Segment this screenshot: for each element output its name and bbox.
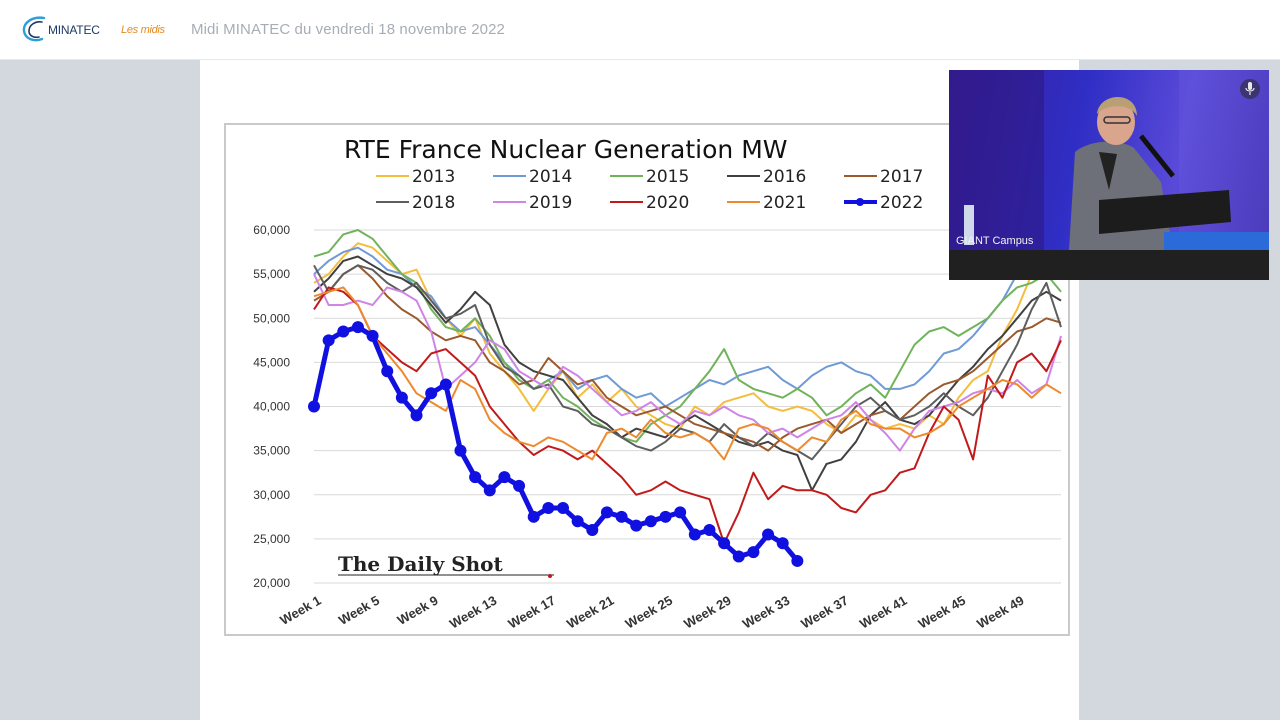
- data-point-2022: [542, 501, 555, 514]
- x-tick-label: Week 49: [974, 593, 1026, 632]
- data-point-2022: [600, 506, 613, 519]
- x-tick-label: Week 21: [564, 593, 616, 632]
- data-point-2022: [322, 334, 335, 347]
- data-point-2022: [557, 501, 569, 514]
- data-point-2022: [762, 528, 775, 541]
- minatec-swoosh-icon: [22, 16, 46, 42]
- x-tick-label: Week 5: [336, 593, 382, 628]
- legend-label-2022: 2022: [880, 193, 923, 213]
- x-tick-label: Week 41: [857, 593, 909, 632]
- data-point-2022: [674, 506, 687, 519]
- chart-frame: RTE France Nuclear Generation MW 2013 201…: [224, 123, 1070, 636]
- data-point-2022: [498, 471, 511, 484]
- data-point-2022: [410, 409, 423, 422]
- chart-grid: [314, 229, 1061, 584]
- legend-label-2020: 2020: [646, 193, 689, 213]
- series-line-2018: [313, 264, 1062, 461]
- legend-label-2015: 2015: [646, 167, 689, 187]
- series-line-2022: [311, 324, 800, 563]
- session-title: Midi MINATEC du vendredi 18 novembre 202…: [191, 21, 505, 38]
- data-point-2022: [351, 321, 364, 334]
- x-axis: Week 1 Week 5 Week 9 Week 13 Week 17 Week 21 W…: [277, 593, 1026, 632]
- y-tick-label: 45,000: [253, 355, 290, 369]
- data-point-2022: [644, 515, 657, 528]
- y-axis: 60,000 55,000 50,000 45,000 40,000 35,000 30,0…: [253, 223, 290, 590]
- data-point-2022: [791, 554, 804, 567]
- x-tick-label: Week 37: [798, 593, 850, 632]
- legend-label-2018: 2018: [412, 193, 455, 213]
- y-tick-label: 35,000: [253, 444, 290, 458]
- chart-legend: 2013 2014 2015 2016 2017 2018 2019 2020 2021 2022: [376, 167, 923, 213]
- data-point-2022: [366, 329, 379, 342]
- data-point-2022: [732, 550, 745, 563]
- video-tile-controls: [949, 250, 1269, 280]
- series-line-2017: [313, 264, 1062, 452]
- x-tick-label: Week 25: [623, 593, 675, 632]
- data-point-2022: [425, 387, 438, 400]
- data-point-2022: [747, 546, 760, 559]
- speaker-video-feed: [949, 70, 1269, 250]
- data-point-2022: [454, 444, 467, 457]
- data-point-2022: [439, 378, 452, 391]
- y-tick-label: 40,000: [253, 400, 290, 414]
- x-tick-label: Week 1: [277, 593, 323, 628]
- minatec-logo: MINATEC Les midis: [22, 14, 172, 46]
- series-line-2019: [313, 273, 1062, 452]
- legend-label-2016: 2016: [763, 167, 806, 187]
- data-point-2022: [337, 325, 350, 338]
- x-tick-label: Week 45: [916, 593, 968, 632]
- y-tick-label: 25,000: [253, 532, 290, 546]
- plot-area: [308, 229, 1062, 567]
- data-point-2022: [381, 365, 394, 378]
- y-tick-label: 55,000: [253, 267, 290, 281]
- data-point-2022: [776, 537, 789, 550]
- nuclear-generation-chart: RTE France Nuclear Generation MW 2013 201…: [253, 135, 1062, 632]
- legend-marker-2022: [856, 198, 864, 206]
- speaker-video-tile[interactable]: GIANT Campus: [949, 70, 1269, 280]
- series-line-2021: [313, 286, 1062, 461]
- x-tick-label: Week 33: [740, 593, 792, 632]
- series-line-2015: [313, 229, 1062, 443]
- legend-label-2021: 2021: [763, 193, 806, 213]
- x-tick-label: Week 13: [447, 593, 499, 632]
- y-tick-label: 50,000: [253, 311, 290, 325]
- series-line-2020: [313, 286, 1062, 545]
- data-point-2022: [483, 484, 496, 497]
- watermark-dot: [548, 574, 552, 578]
- legend-label-2017: 2017: [880, 167, 923, 187]
- y-tick-label: 30,000: [253, 488, 290, 502]
- x-tick-label: Week 9: [395, 593, 441, 628]
- data-point-2022: [527, 510, 540, 523]
- series-line-2014: [313, 246, 1062, 408]
- data-point-2022: [586, 524, 599, 537]
- x-tick-label: Week 17: [505, 593, 557, 632]
- legend-label-2013: 2013: [412, 167, 455, 187]
- logo-sub-text: Les midis: [121, 24, 165, 36]
- participant-name-label: GIANT Campus: [956, 235, 1034, 247]
- y-tick-label: 20,000: [253, 576, 290, 590]
- y-tick-label: 60,000: [253, 223, 290, 237]
- data-point-2022: [395, 391, 408, 404]
- x-tick-label: Week 29: [681, 593, 733, 632]
- legend-label-2019: 2019: [529, 193, 572, 213]
- logo-brand-text: MINATEC: [48, 23, 100, 37]
- daily-shot-watermark: The Daily Shot: [338, 552, 504, 576]
- app-header: MINATEC Les midis Midi MINATEC du vendre…: [0, 0, 1280, 60]
- data-point-2022: [659, 510, 672, 523]
- legend-label-2014: 2014: [529, 167, 572, 187]
- data-point-2022: [308, 400, 320, 413]
- data-point-2022: [630, 519, 643, 532]
- speaker-figure: [949, 70, 1269, 250]
- data-point-2022: [571, 515, 584, 528]
- data-point-2022: [469, 471, 482, 484]
- data-point-2022: [513, 479, 526, 492]
- microphone-icon[interactable]: [1240, 79, 1260, 99]
- data-point-2022: [688, 528, 701, 541]
- chart-title: RTE France Nuclear Generation MW: [344, 135, 788, 164]
- data-point-2022: [615, 510, 628, 523]
- data-point-2022: [703, 524, 716, 537]
- data-point-2022: [718, 537, 731, 550]
